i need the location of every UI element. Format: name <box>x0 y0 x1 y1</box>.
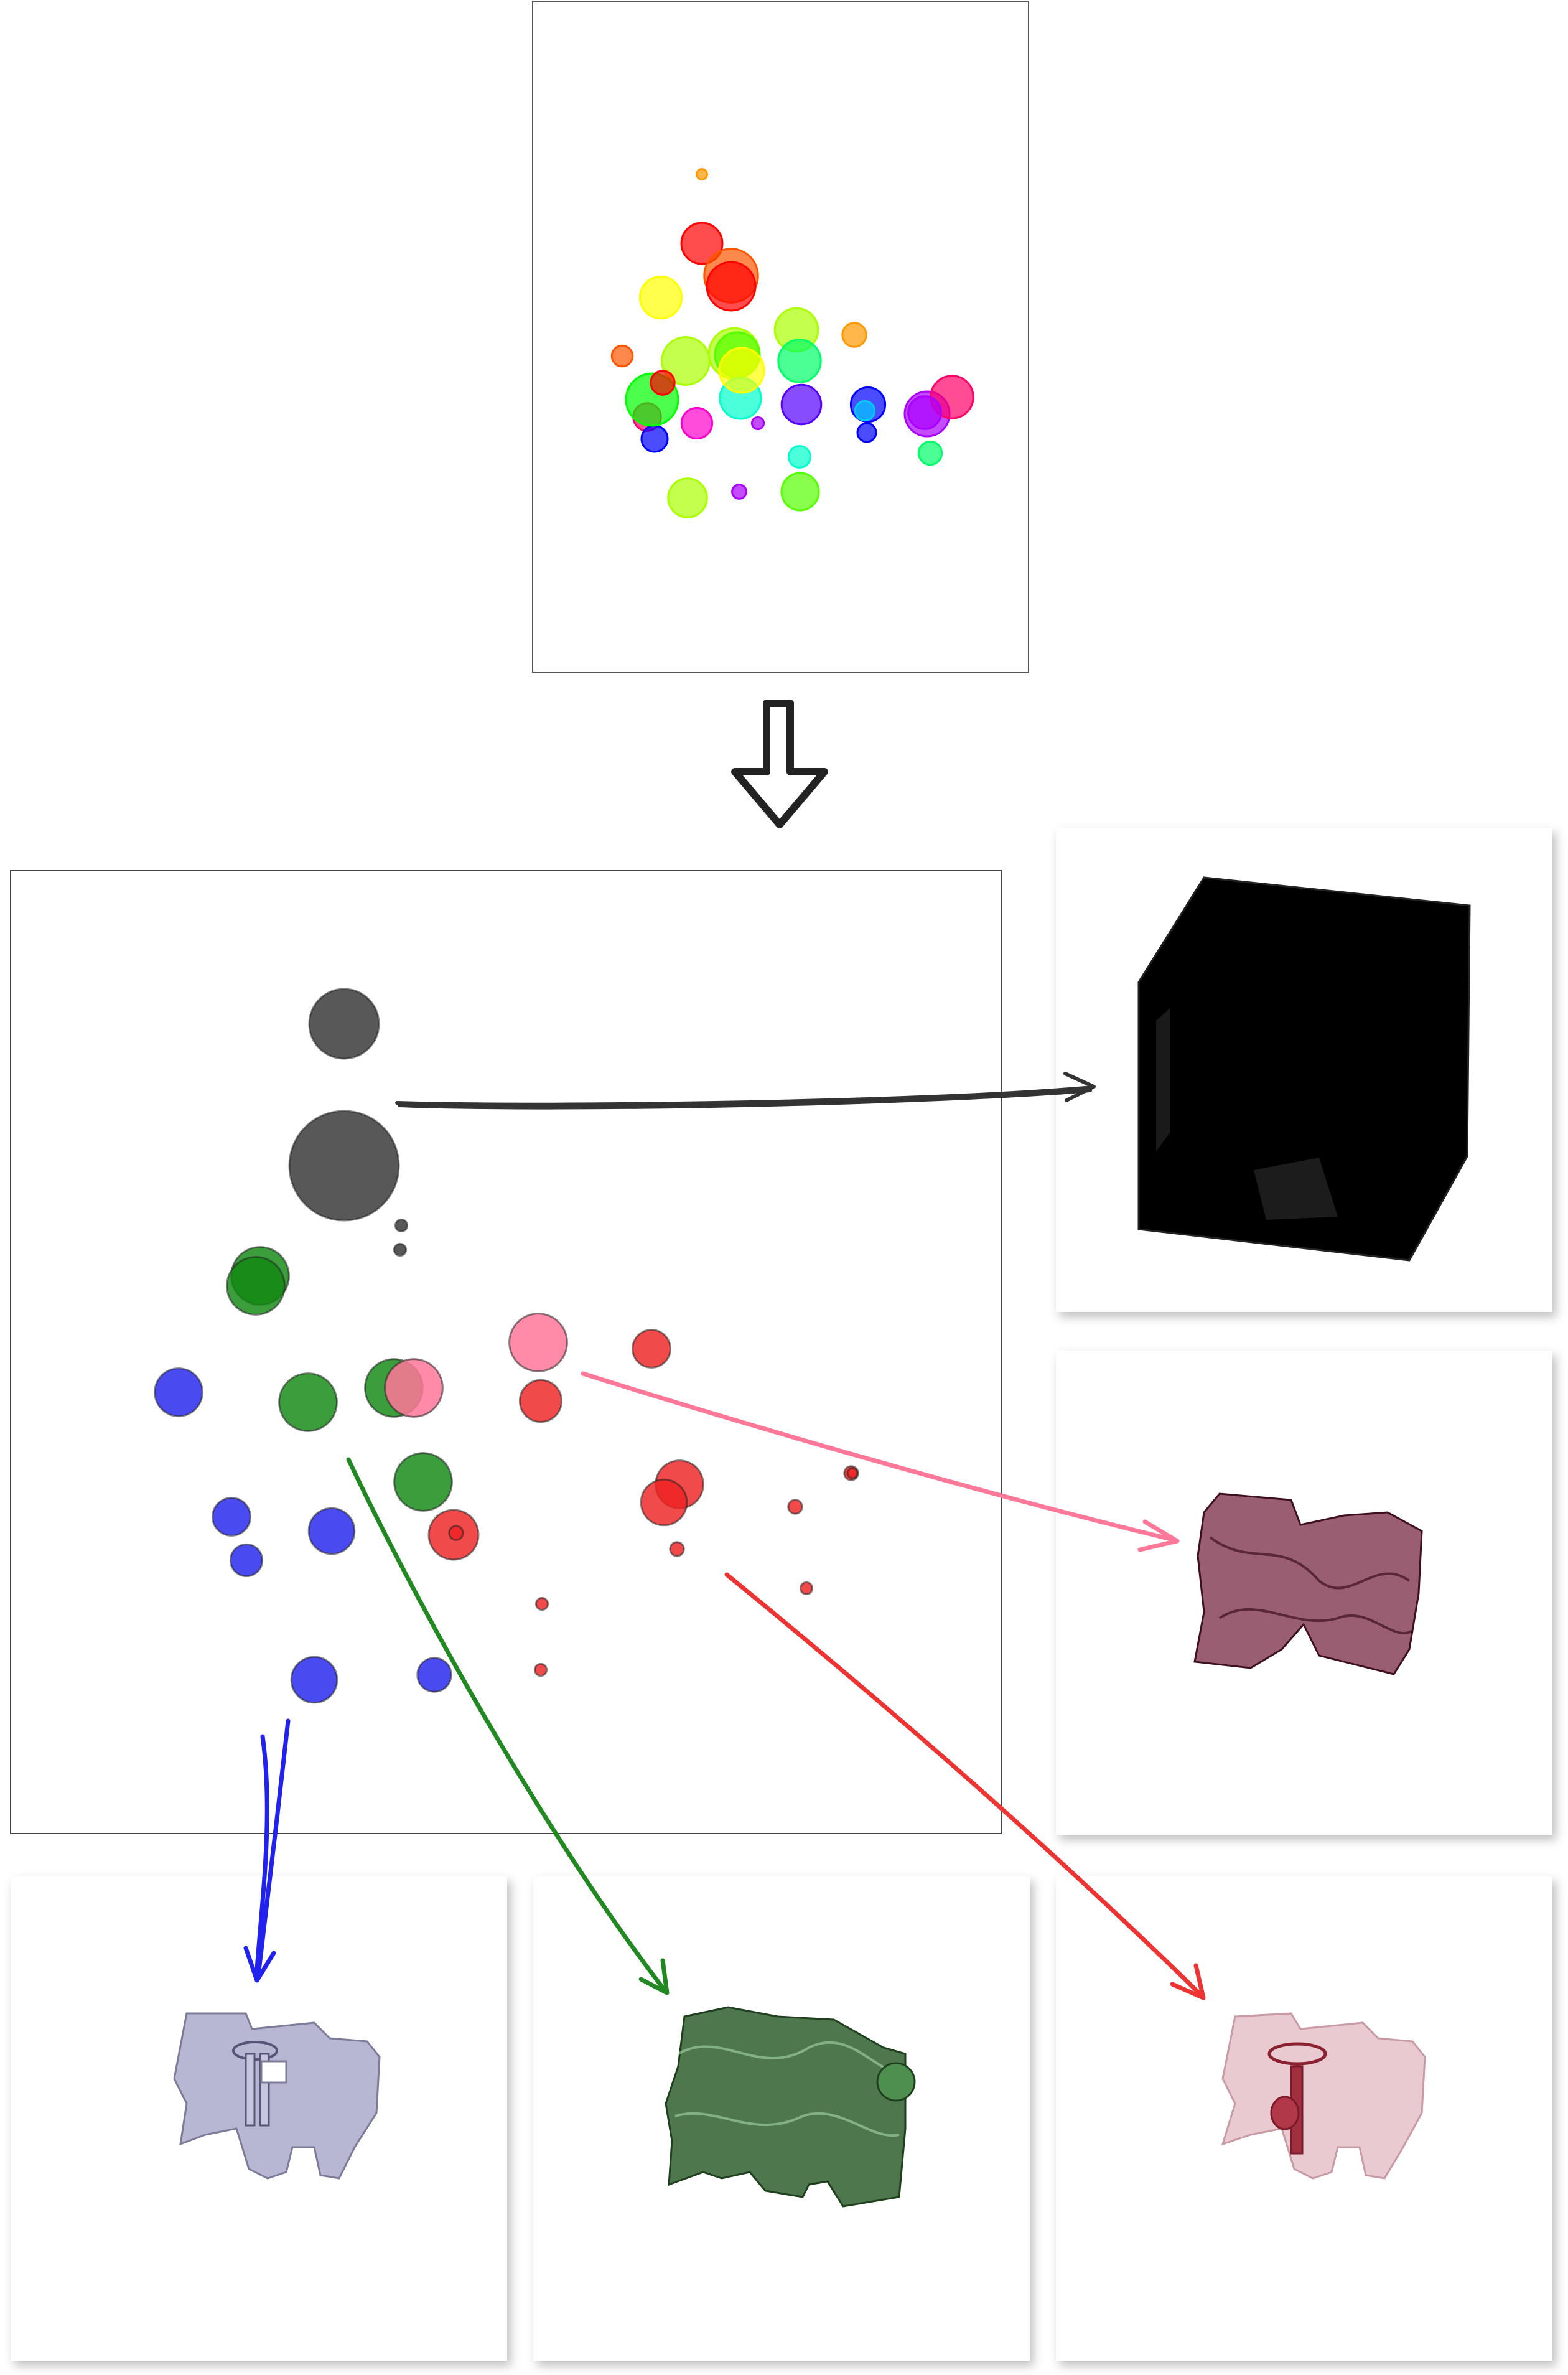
top-scatter-circle <box>917 440 943 466</box>
top-scatter-circle <box>856 422 877 443</box>
cluster-circle-blue <box>307 1507 356 1555</box>
cluster-circle-red <box>632 1329 671 1369</box>
cluster-circle-red <box>448 1525 464 1541</box>
top-scatter-circle <box>854 400 876 422</box>
top-scatter-circle <box>780 472 820 512</box>
top-scatter-circle <box>718 347 765 394</box>
clustered-scatter-panel <box>10 870 1002 1834</box>
top-scatter-circle <box>731 484 747 500</box>
green-volume-shape <box>665 2006 907 2208</box>
cluster-circle-dark <box>393 1242 408 1257</box>
top-scatter-circle <box>841 322 867 348</box>
thumbnail-black-cube <box>1056 828 1552 1312</box>
top-scatter-circles <box>610 168 974 518</box>
black-cube-shape <box>1137 876 1471 1262</box>
top-scatter-circle <box>907 395 942 430</box>
cluster-circle-red <box>669 1541 685 1557</box>
arrow-red-to-rose <box>724 1572 1206 2000</box>
top-scatter-circle <box>750 416 765 431</box>
cluster-circle-blue <box>154 1367 203 1417</box>
rose-part-shape <box>1221 2012 1426 2180</box>
cluster-circle-dark <box>288 1110 400 1222</box>
cluster-circle-red <box>799 1581 814 1596</box>
cluster-circle-blue <box>212 1497 251 1537</box>
arrow-green-to-green-volume <box>346 1457 670 1995</box>
cluster-circle-red <box>534 1596 549 1611</box>
thumbnail-rose-part <box>1056 1876 1552 2361</box>
thumbnail-green-volume <box>533 1876 1030 2361</box>
top-scatter-circle <box>650 370 676 396</box>
thumbnail-maroon-volume <box>1056 1351 1552 1835</box>
cluster-circle-red <box>533 1662 548 1677</box>
cluster-circle-dark <box>308 988 380 1060</box>
lavender-part-shape <box>173 2012 381 2180</box>
cluster-circle-blue <box>229 1543 264 1578</box>
top-scatter-circle <box>706 261 757 312</box>
maroon-volume-shape <box>1193 1492 1423 1675</box>
down-arrow-icon <box>731 700 828 828</box>
top-scatter-circle <box>777 339 822 383</box>
cluster-circle-red <box>518 1379 563 1423</box>
cluster-circle-green <box>278 1372 338 1432</box>
top-scatter-circle <box>638 275 683 320</box>
arrow-pink-to-maroon <box>581 1371 1180 1552</box>
top-scatter-circle <box>680 406 714 440</box>
cluster-circle-red <box>787 1499 803 1515</box>
cluster-circle-green <box>226 1256 286 1316</box>
cluster-circle-red <box>846 1467 859 1479</box>
top-scatter-circle <box>788 445 811 469</box>
cluster-circle-pink <box>508 1313 568 1372</box>
top-scatter-circle <box>667 477 708 518</box>
cluster-circle-red <box>640 1478 688 1527</box>
top-scatter-circle <box>780 383 823 426</box>
arrow-blue-to-lavender <box>243 1718 291 1983</box>
top-scatter-circle <box>610 344 634 368</box>
top-scatter-circle <box>640 424 669 453</box>
cluster-circle-dark <box>394 1218 409 1233</box>
cluster-circles <box>154 988 859 1704</box>
cluster-circle-blue <box>290 1656 338 1704</box>
top-scatter-circle <box>696 168 708 180</box>
arrow-dark-to-cube <box>395 1072 1096 1110</box>
cluster-circle-blue <box>416 1657 452 1693</box>
cluster-circle-green <box>393 1452 453 1512</box>
cluster-circle-pink <box>384 1358 444 1418</box>
top-scatter-circle <box>680 222 724 265</box>
